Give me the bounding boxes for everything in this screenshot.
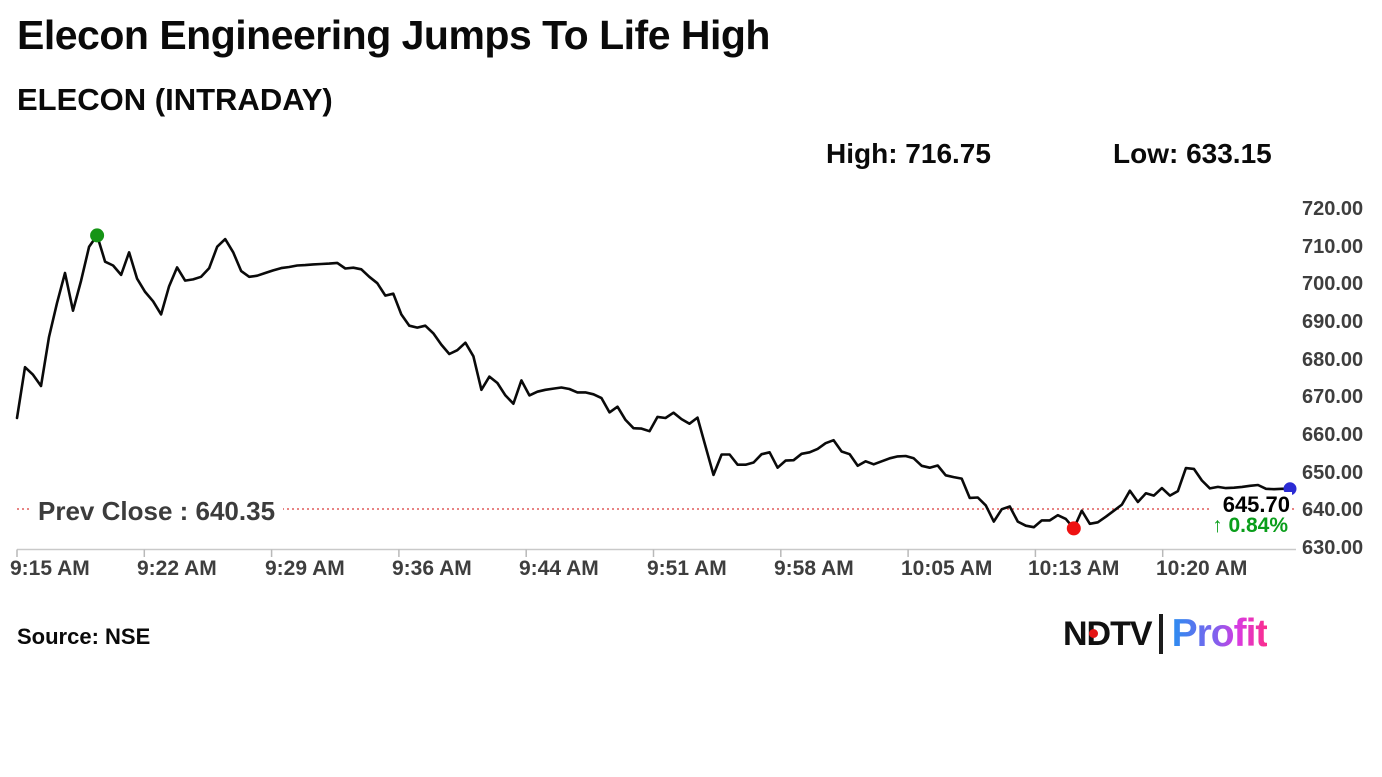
page-title: Elecon Engineering Jumps To Life High bbox=[17, 12, 770, 58]
profit-logo-text: Profit bbox=[1171, 612, 1269, 655]
prev-close-label: Prev Close : 640.35 bbox=[30, 496, 284, 526]
ndtv-profit-logo: NDTV Profit bbox=[1063, 610, 1269, 658]
high-value-label: High: 716.75 bbox=[826, 138, 991, 169]
high-marker-dot bbox=[90, 228, 105, 243]
logo-divider bbox=[1158, 614, 1163, 654]
ndtv-red-dot-icon bbox=[1089, 628, 1098, 638]
chart-subtitle: ELECON (INTRADAY) bbox=[17, 82, 333, 117]
ndtv-logo-text: NDTV bbox=[1063, 614, 1153, 653]
x-axis-ticks bbox=[16, 549, 1164, 557]
source-label: Source: NSE bbox=[17, 624, 151, 649]
low-value-label: Low: 633.15 bbox=[1113, 138, 1272, 169]
last-price-label: 645.70 bbox=[1140, 492, 1292, 517]
low-marker-dot bbox=[1066, 521, 1081, 536]
price-line bbox=[15, 234, 1292, 530]
change-percent-label: ↑ 0.84% bbox=[1212, 514, 1288, 537]
